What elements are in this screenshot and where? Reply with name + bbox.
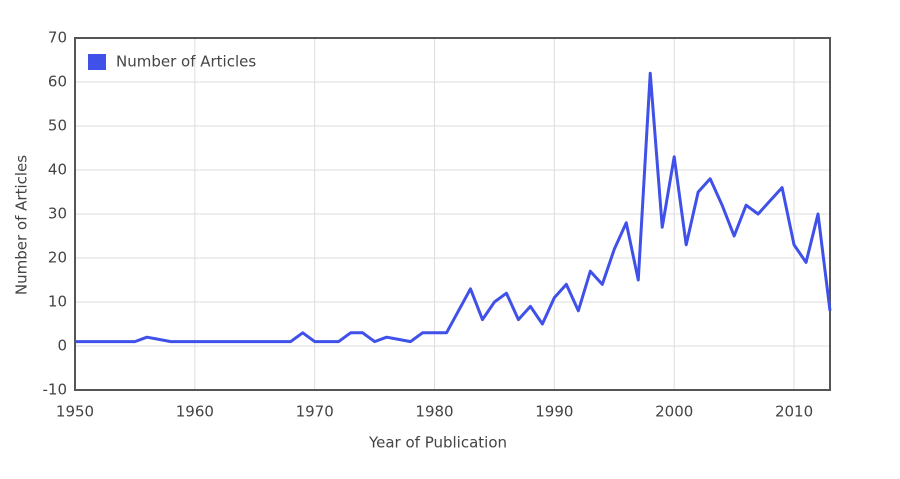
y-tick-label: 0 (57, 337, 67, 355)
y-tick-label: 50 (48, 117, 67, 135)
y-tick-label: 20 (48, 249, 67, 267)
x-tick-label: 1990 (535, 403, 573, 421)
x-tick-label: 1970 (296, 403, 334, 421)
y-tick-label: 40 (48, 161, 67, 179)
legend-swatch (88, 54, 106, 70)
y-tick-label: 30 (48, 205, 67, 223)
data-line (75, 71, 832, 344)
y-tick-label: -10 (43, 381, 68, 399)
x-tick-label: 2000 (655, 403, 693, 421)
y-axis-label: Number of Articles (13, 155, 31, 295)
x-tick-label: 2010 (775, 403, 813, 421)
x-axis-label: Year of Publication (368, 434, 507, 452)
y-tick-label: 60 (48, 73, 67, 91)
plot-frame (74, 37, 831, 391)
x-tick-label: 1950 (56, 403, 94, 421)
x-tick-label: 1980 (415, 403, 453, 421)
y-tick-label: 70 (48, 29, 67, 47)
y-tick-label: 10 (48, 293, 67, 311)
legend-label: Number of Articles (116, 53, 256, 71)
x-tick-label: 1960 (176, 403, 214, 421)
